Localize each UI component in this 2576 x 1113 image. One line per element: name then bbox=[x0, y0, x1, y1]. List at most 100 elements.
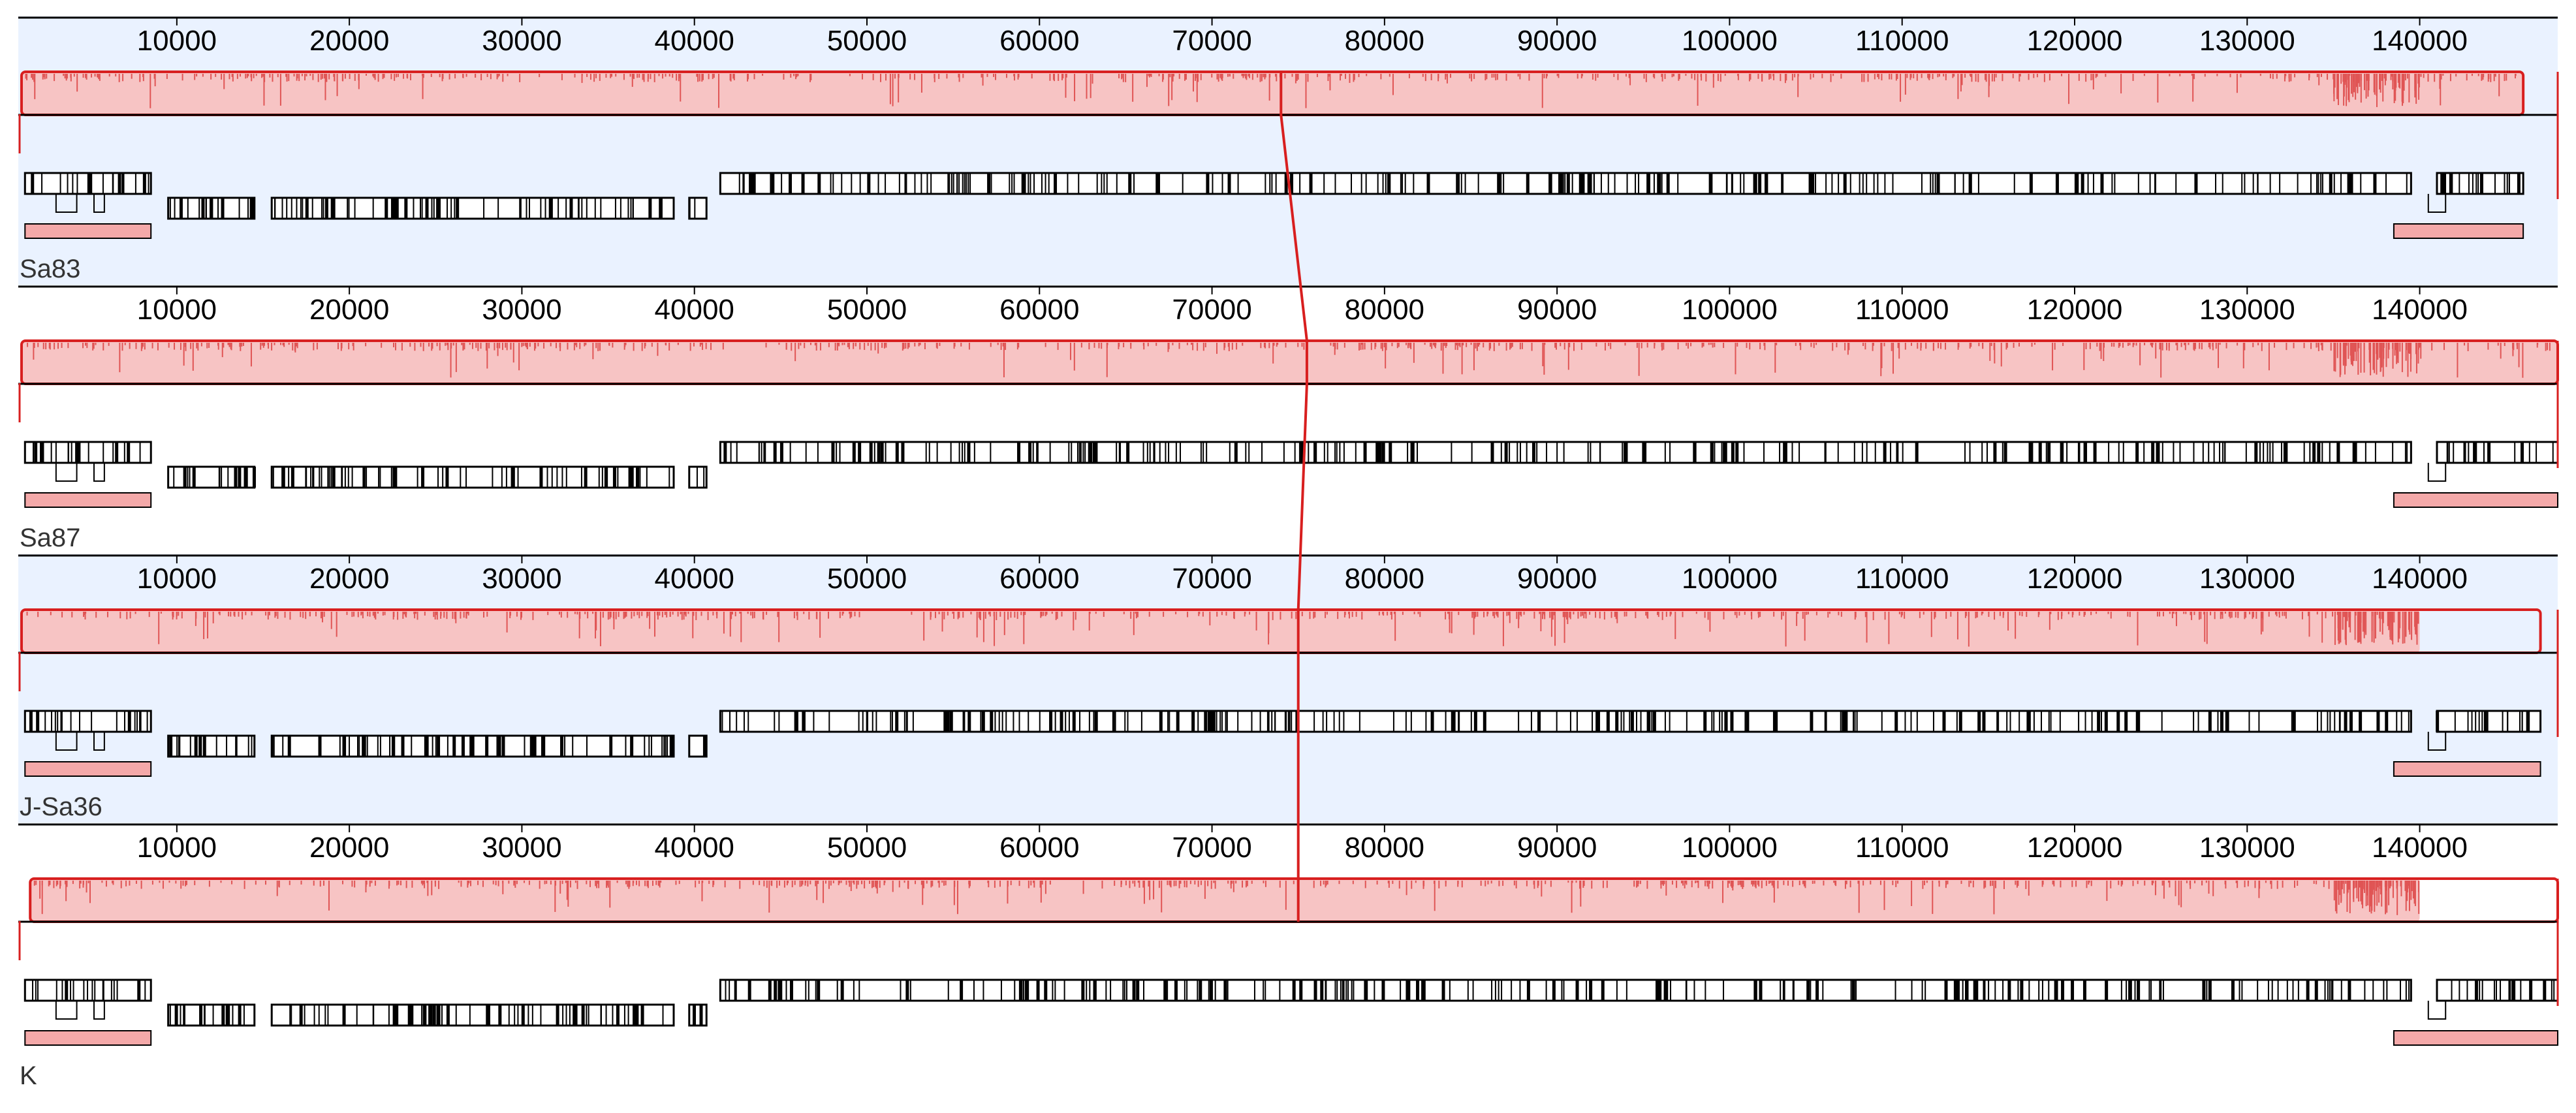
gene-track-box bbox=[2436, 710, 2542, 733]
ruler-tick-label: 140000 bbox=[2372, 832, 2468, 864]
gene-cluster-left bbox=[24, 441, 152, 464]
ruler-tick-label: 60000 bbox=[999, 25, 1079, 57]
gene-row-reverse bbox=[167, 465, 256, 489]
gene-track-box bbox=[24, 710, 152, 733]
ruler-tick-label: 40000 bbox=[655, 25, 734, 57]
panel-background bbox=[18, 16, 2558, 285]
ruler-tick-label: 40000 bbox=[655, 832, 734, 864]
ruler-tick-label: 130000 bbox=[2199, 832, 2295, 864]
gene-row-reverse bbox=[270, 734, 675, 758]
gene-track-box bbox=[719, 710, 2412, 733]
gene-row-reverse bbox=[270, 196, 675, 220]
gene-bracket bbox=[2427, 1001, 2447, 1020]
gene-cluster-right bbox=[2436, 710, 2542, 733]
ruler-tick-label: 30000 bbox=[482, 832, 561, 864]
ruler-tick-label: 30000 bbox=[482, 563, 561, 595]
ruler-tick-label: 110000 bbox=[1855, 832, 1949, 864]
ruler-tick-label: 80000 bbox=[1345, 25, 1424, 57]
gene-bracket bbox=[55, 732, 78, 751]
ruler-tick-label: 90000 bbox=[1517, 294, 1597, 326]
ruler-tick-label: 40000 bbox=[655, 294, 734, 326]
feature-bar-left bbox=[24, 1030, 152, 1046]
ruler-tick-label: 140000 bbox=[2372, 563, 2468, 595]
ruler-tick-label: 130000 bbox=[2199, 294, 2295, 326]
gene-bracket bbox=[55, 463, 78, 482]
gene-cluster-left bbox=[24, 710, 152, 733]
ruler-tick-label: 140000 bbox=[2372, 25, 2468, 57]
ruler-tick-label: 100000 bbox=[1682, 25, 1778, 57]
gene-track-box bbox=[2436, 979, 2559, 1002]
ruler-tick-label: 60000 bbox=[999, 832, 1079, 864]
feature-bar-right bbox=[2393, 492, 2558, 508]
homology-connector-line[interactable] bbox=[1280, 72, 1308, 922]
ruler-tick-label: 10000 bbox=[137, 294, 217, 326]
gene-row-reverse bbox=[167, 196, 256, 220]
gene-row-reverse bbox=[688, 1003, 708, 1027]
ruler-tick-label: 120000 bbox=[2027, 563, 2123, 595]
ruler-tick-label: 130000 bbox=[2199, 25, 2295, 57]
ruler-tick-label: 80000 bbox=[1345, 832, 1424, 864]
panel-background bbox=[18, 554, 2558, 823]
ruler-tick-label: 10000 bbox=[137, 563, 217, 595]
ruler-tick-label: 110000 bbox=[1855, 294, 1949, 326]
gene-cluster-left bbox=[24, 979, 152, 1002]
gene-track-box bbox=[688, 196, 708, 220]
ruler-tick-label: 140000 bbox=[2372, 294, 2468, 326]
ruler-tick-label: 100000 bbox=[1682, 832, 1778, 864]
ruler-tick-label: 120000 bbox=[2027, 294, 2123, 326]
ruler-tick-label: 80000 bbox=[1345, 294, 1424, 326]
ruler-tick-label: 70000 bbox=[1172, 563, 1251, 595]
gene-row-forward bbox=[719, 172, 2412, 195]
ruler-tick-label: 20000 bbox=[309, 25, 389, 57]
gene-row-forward bbox=[719, 441, 2412, 464]
gene-row-forward bbox=[719, 710, 2412, 733]
ruler-tick-label: 50000 bbox=[827, 294, 907, 326]
genome-label: Sa87 bbox=[20, 524, 80, 552]
genome-label: K bbox=[20, 1061, 37, 1090]
gene-row-reverse bbox=[688, 734, 708, 758]
genome-label: Sa83 bbox=[20, 255, 80, 283]
ruler-tick-label: 20000 bbox=[309, 832, 389, 864]
gene-cluster-left bbox=[24, 172, 152, 195]
ruler-tick-label: 50000 bbox=[827, 25, 907, 57]
ruler-tick-label: 30000 bbox=[482, 25, 561, 57]
gene-row-reverse bbox=[688, 465, 708, 489]
ruler-tick-label: 10000 bbox=[137, 25, 217, 57]
gene-track-box bbox=[2436, 441, 2559, 464]
gene-row-reverse bbox=[270, 1003, 675, 1027]
gene-bracket bbox=[2427, 732, 2447, 751]
genome-panel-1: 10000 20000 30000 40000 50000 60000 70000 80000… bbox=[18, 16, 2558, 285]
ruler-tick-label: 40000 bbox=[655, 563, 734, 595]
feature-bar-right bbox=[2393, 1030, 2558, 1046]
gene-row-reverse bbox=[167, 734, 256, 758]
gene-row-reverse bbox=[688, 196, 708, 220]
genome-panel-2: 10000 20000 30000 40000 50000 60000 70000 80000… bbox=[18, 285, 2559, 554]
gene-track-box bbox=[167, 465, 256, 489]
ruler-tick-label: 60000 bbox=[999, 294, 1079, 326]
feature-bar-left bbox=[24, 492, 152, 508]
genome-panel-3: 10000 20000 30000 40000 50000 60000 70000 80000… bbox=[18, 554, 2558, 823]
gene-track-box bbox=[719, 172, 2412, 195]
ruler-tick-label: 20000 bbox=[309, 294, 389, 326]
ruler-tick-label: 50000 bbox=[827, 563, 907, 595]
ruler-tick-label: 90000 bbox=[1517, 832, 1597, 864]
ruler-tick-label: 10000 bbox=[137, 832, 217, 864]
genome-label: J-Sa36 bbox=[20, 792, 102, 821]
ruler-tick-label: 100000 bbox=[1682, 563, 1778, 595]
gene-bracket bbox=[93, 1001, 105, 1020]
feature-bar-right bbox=[2393, 761, 2541, 777]
ruler-tick-label: 70000 bbox=[1172, 25, 1251, 57]
panel-background bbox=[18, 285, 2558, 554]
gene-track-box bbox=[167, 734, 256, 758]
ruler-tick-label: 110000 bbox=[1855, 563, 1949, 595]
gene-bracket bbox=[2427, 463, 2447, 482]
ruler-tick-label: 110000 bbox=[1855, 25, 1949, 57]
ruler-tick-label: 60000 bbox=[999, 563, 1079, 595]
gene-cluster-right bbox=[2436, 441, 2559, 464]
gene-row-reverse bbox=[167, 1003, 256, 1027]
gene-bracket bbox=[55, 1001, 78, 1020]
gene-track-box bbox=[688, 1003, 708, 1027]
lcb-block bbox=[30, 879, 2420, 922]
